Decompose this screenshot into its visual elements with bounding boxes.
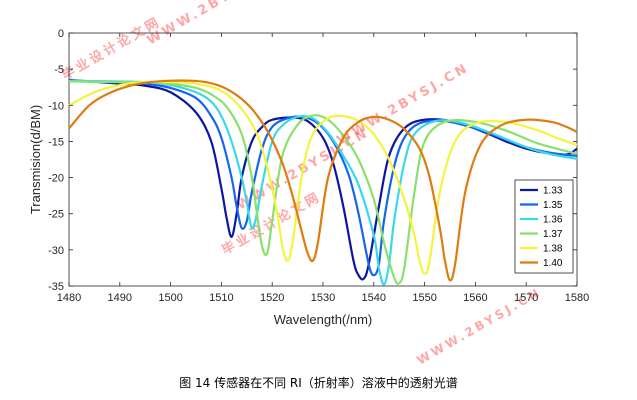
x-tick-label: 1530	[311, 292, 335, 304]
legend-label: 1.40	[543, 258, 563, 269]
y-tick-label: -35	[48, 281, 64, 293]
legend-label: 1.36	[543, 215, 563, 226]
y-tick-label: -10	[48, 100, 64, 112]
series-line-1-38	[68, 80, 578, 275]
y-tick-label: -5	[54, 64, 64, 76]
series-layer	[68, 78, 578, 286]
series-line-1-36	[68, 79, 578, 286]
x-tick-label: 1520	[260, 292, 284, 304]
x-tick-label: 1580	[565, 292, 589, 304]
legend-label: 1.37	[543, 229, 563, 240]
x-axis-label: Wavelength(/nm)	[274, 312, 373, 327]
y-axis-label: Transmision(d/BM)	[28, 105, 43, 214]
series-line-1-33	[68, 78, 578, 281]
watermark-text: 毕业设计论文网	[59, 14, 164, 84]
legend-box	[514, 179, 574, 274]
y-tick-label: -25	[48, 209, 64, 221]
y-tick-label: -15	[48, 136, 64, 148]
legend-label: 1.33	[543, 186, 563, 197]
x-tick-label: 1480	[57, 292, 81, 304]
legend: 1.33 1.35 1.36 1.37 1.38 1.40	[514, 179, 574, 274]
x-tick-label: 1500	[158, 292, 182, 304]
x-tick-label: 1550	[412, 292, 436, 304]
x-tick-label: 1490	[108, 292, 132, 304]
x-tick-label: 1510	[209, 292, 233, 304]
y-tick-label: 0	[58, 28, 64, 40]
series-line-1-40	[68, 79, 578, 282]
legend-label: 1.38	[543, 244, 563, 255]
x-tick-label: 1570	[514, 292, 538, 304]
legend-label: 1.35	[543, 200, 563, 211]
figure-caption: 图 14 传感器在不同 RI（折射率）溶液中的透射光谱	[179, 376, 458, 390]
watermark-text: WWW.2BYSJ.CN	[145, 0, 283, 48]
x-tick-label: 1560	[463, 292, 487, 304]
tick-layer: 1480 1490 1500 1510 1520 1530 1540 1550 1560 1570…	[48, 28, 589, 304]
series-line-1-37	[68, 80, 578, 285]
series-line-1-35	[68, 79, 578, 277]
x-tick-label: 1540	[362, 292, 386, 304]
y-tick-label: -20	[48, 173, 64, 185]
y-tick-label: -30	[48, 245, 64, 257]
